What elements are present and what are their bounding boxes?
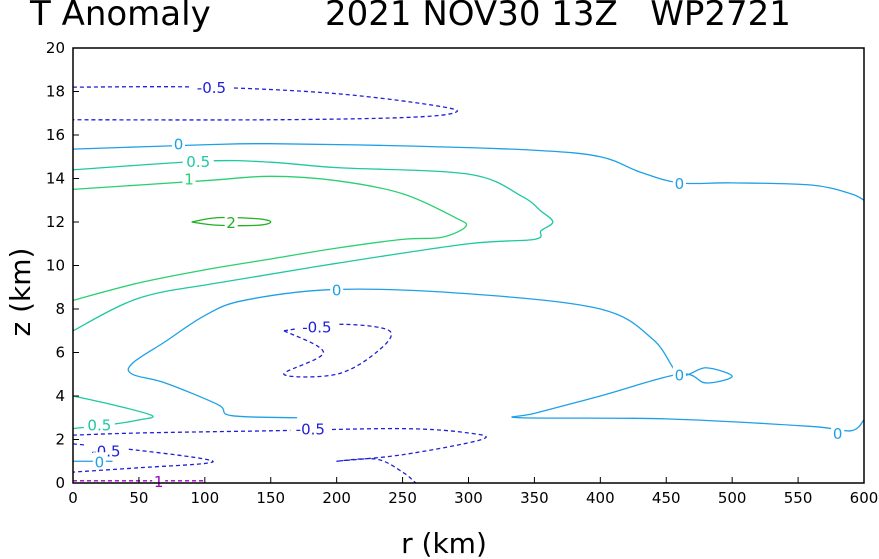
contour-label-background [182, 169, 196, 186]
contour-line [72, 443, 214, 473]
x-tick-label: 350 [520, 489, 549, 507]
contour-label: 0 [332, 281, 342, 299]
contour-line [72, 86, 458, 121]
contour-label: 0 [174, 136, 184, 154]
x-tick-label: 100 [191, 489, 220, 507]
x-axis-ticks: 0 50 100 150 200 250 300 350 400 450 500 550 600 [68, 477, 878, 507]
plot-frame [72, 47, 865, 484]
y-tick-label: 4 [55, 387, 65, 405]
contour-lines [72, 86, 865, 484]
contour-label-background [152, 471, 166, 488]
x-tick-label: 500 [718, 489, 747, 507]
contour-line [72, 159, 554, 332]
x-tick-label: 550 [784, 489, 813, 507]
x-tick-label: 300 [454, 489, 483, 507]
x-tick-label: 0 [68, 489, 78, 507]
contour-label: 0 [833, 425, 843, 443]
contour-label-background [831, 423, 845, 440]
contour-label: 2 [226, 214, 236, 232]
contour-label-background [672, 365, 686, 382]
x-tick-label: 200 [322, 489, 351, 507]
contour-line [72, 427, 487, 484]
contour-label-background [171, 134, 185, 151]
y-tick-label: 2 [55, 431, 65, 449]
y-tick-label: 18 [46, 83, 65, 101]
y-tick-label: 6 [55, 344, 65, 362]
contour-line [72, 175, 468, 301]
contour-label: 0 [675, 175, 685, 193]
contour-label-background [290, 419, 331, 436]
y-tick-label: 12 [46, 213, 65, 231]
contour-label-background [672, 173, 686, 190]
contour-label: 0 [95, 453, 105, 471]
x-tick-label: 50 [129, 489, 148, 507]
x-axis-label: r (km) [401, 527, 487, 559]
y-axis-ticks: 0 2 4 6 8 10 12 14 16 18 20 [46, 39, 79, 492]
y-tick-label: 16 [46, 126, 65, 144]
contour-line [127, 288, 865, 432]
contour-label: -0.5 [197, 79, 226, 97]
contour-label: 0.5 [87, 416, 111, 434]
contour-label: -0.5 [296, 421, 325, 439]
x-tick-label: 600 [850, 489, 879, 507]
contour-label-background [83, 415, 115, 432]
contour-label: 0.5 [186, 153, 210, 171]
contour-label-background [296, 317, 337, 334]
y-tick-label: 14 [46, 170, 65, 188]
y-tick-label: 8 [55, 300, 65, 318]
x-tick-label: 250 [388, 489, 417, 507]
contour-line [191, 216, 272, 227]
y-tick-label: 20 [46, 39, 65, 57]
contour-label: 1 [154, 473, 164, 491]
x-tick-label: 400 [586, 489, 615, 507]
x-tick-label: 150 [256, 489, 285, 507]
contour-label: 0 [675, 366, 685, 384]
y-tick-label: 10 [46, 257, 65, 275]
contour-line [72, 143, 865, 201]
contour-label: 1 [184, 171, 194, 189]
contour-line [283, 323, 393, 378]
contour-label-background [191, 78, 232, 95]
x-tick-label: 450 [652, 489, 681, 507]
contour-label: -0.5 [302, 318, 331, 336]
y-axis-label: z (km) [4, 248, 37, 337]
contour-label-background [224, 213, 238, 229]
contour-label-background [92, 452, 106, 469]
chart-title-left: T Anomaly [30, 0, 211, 34]
chart-title-right: 2021 NOV30 13Z WP2721 [325, 0, 791, 34]
y-tick-label: 0 [55, 474, 65, 492]
contour-label-background [330, 280, 344, 297]
contour-label-background [182, 152, 214, 169]
